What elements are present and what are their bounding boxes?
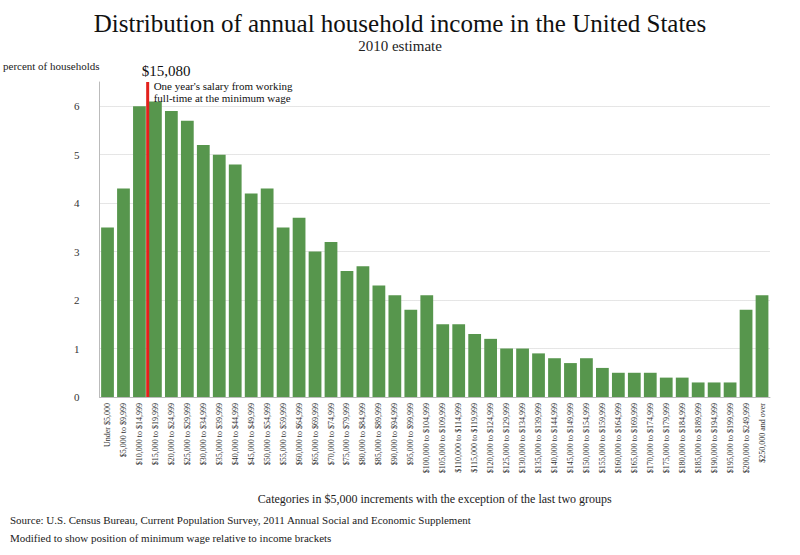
svg-text:full-time at the minimum wage: full-time at the minimum wage [154, 92, 291, 104]
svg-text:$35,000 to $39,999: $35,000 to $39,999 [215, 403, 224, 465]
svg-text:2010 estimate: 2010 estimate [358, 38, 442, 54]
svg-text:$190,000 to $194,999: $190,000 to $194,999 [710, 403, 719, 473]
svg-text:One year's salary from working: One year's salary from working [154, 80, 293, 92]
svg-text:$60,000 to $64,999: $60,000 to $64,999 [295, 403, 304, 465]
svg-text:$110,000 to $114,999: $110,000 to $114,999 [454, 403, 463, 473]
svg-text:Source: U.S. Census Bureau, Cu: Source: U.S. Census Bureau, Current Popu… [10, 514, 471, 526]
svg-text:5: 5 [74, 149, 80, 161]
svg-text:$25,000 to $29,999: $25,000 to $29,999 [183, 403, 192, 465]
svg-text:$80,000 to $84,999: $80,000 to $84,999 [358, 403, 367, 465]
svg-text:$120,000 to $124,999: $120,000 to $124,999 [486, 403, 495, 473]
svg-text:$170,000 to $174,999: $170,000 to $174,999 [646, 403, 655, 473]
svg-text:$95,000 to $99,999: $95,000 to $99,999 [406, 403, 415, 465]
svg-text:2: 2 [74, 294, 80, 306]
svg-text:$5,000 to $9,999: $5,000 to $9,999 [119, 403, 128, 457]
svg-text:$55,000 to $59,999: $55,000 to $59,999 [279, 403, 288, 465]
svg-text:Categories in $5,000 increment: Categories in $5,000 increments with the… [258, 492, 612, 506]
svg-text:percent of households: percent of households [3, 60, 100, 72]
svg-text:$160,000 to $164,999: $160,000 to $164,999 [614, 403, 623, 473]
svg-text:$115,000 to $119,999: $115,000 to $119,999 [470, 403, 479, 473]
svg-text:$200,000 to $249,999: $200,000 to $249,999 [742, 403, 751, 473]
svg-text:$150,000 to $154,999: $150,000 to $154,999 [582, 403, 591, 473]
svg-text:1: 1 [74, 343, 80, 355]
svg-text:$20,000 to $24,999: $20,000 to $24,999 [167, 403, 176, 465]
svg-text:$250,000 and over: $250,000 and over [758, 403, 767, 463]
svg-text:6: 6 [74, 100, 80, 112]
svg-text:$75,000 to $79,999: $75,000 to $79,999 [342, 403, 351, 465]
svg-text:Distribution of annual househo: Distribution of annual household income … [94, 10, 706, 37]
svg-text:$145,000 to $149,999: $145,000 to $149,999 [566, 403, 575, 473]
svg-text:$50,000 to $54,999: $50,000 to $54,999 [263, 403, 272, 465]
svg-text:$175,000 to $179,999: $175,000 to $179,999 [662, 403, 671, 473]
svg-text:$45,000 to $49,999: $45,000 to $49,999 [247, 403, 256, 465]
svg-text:$90,000 to $94,999: $90,000 to $94,999 [390, 403, 399, 465]
svg-text:$15,000 to $19,999: $15,000 to $19,999 [151, 403, 160, 465]
svg-text:$40,000 to $44,999: $40,000 to $44,999 [231, 403, 240, 465]
svg-text:4: 4 [74, 197, 80, 209]
svg-text:$165,000 to $169,999: $165,000 to $169,999 [630, 403, 639, 473]
svg-text:3: 3 [74, 246, 80, 258]
svg-text:Under $5,000: Under $5,000 [103, 403, 112, 447]
svg-text:$85,000 to $89,999: $85,000 to $89,999 [374, 403, 383, 465]
svg-text:$70,000 to $74,999: $70,000 to $74,999 [327, 403, 336, 465]
svg-text:Modified to show position of m: Modified to show position of minimum wag… [10, 532, 331, 544]
svg-text:$100,000 to $104,999: $100,000 to $104,999 [422, 403, 431, 473]
svg-text:$180,000 to $184,999: $180,000 to $184,999 [678, 403, 687, 473]
svg-text:$155,000 to $159,999: $155,000 to $159,999 [598, 403, 607, 473]
svg-text:$15,080: $15,080 [142, 63, 191, 79]
svg-text:0: 0 [74, 391, 80, 403]
svg-text:$195,000 to $199,999: $195,000 to $199,999 [726, 403, 735, 473]
svg-text:$10,000 to $14,999: $10,000 to $14,999 [135, 403, 144, 465]
svg-text:$30,000 to $34,999: $30,000 to $34,999 [199, 403, 208, 465]
svg-text:$105,000 to $109,999: $105,000 to $109,999 [438, 403, 447, 473]
svg-text:$140,000 to $144,999: $140,000 to $144,999 [550, 403, 559, 473]
svg-text:$185,000 to $189,999: $185,000 to $189,999 [694, 403, 703, 473]
svg-text:$135,000 to $139,999: $135,000 to $139,999 [534, 403, 543, 473]
svg-text:$130,000 to $134,999: $130,000 to $134,999 [518, 403, 527, 473]
svg-text:$125,000 to $129,999: $125,000 to $129,999 [502, 403, 511, 473]
svg-text:$65,000 to $69,999: $65,000 to $69,999 [311, 403, 320, 465]
